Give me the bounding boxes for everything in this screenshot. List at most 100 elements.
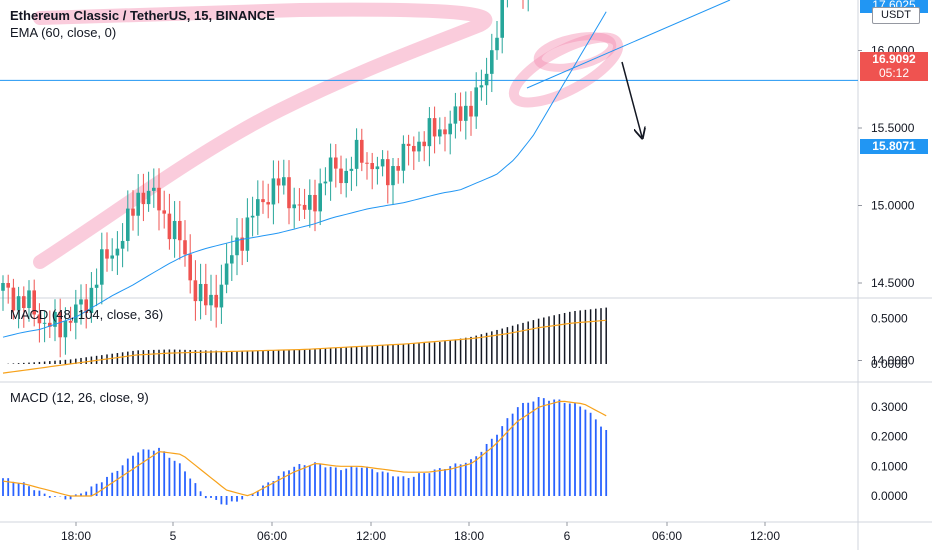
candle-body [271, 178, 276, 205]
candle-body [448, 123, 452, 135]
x-tick-label: 18:00 [61, 529, 91, 543]
candle-body [183, 240, 187, 255]
candle-body [302, 204, 307, 210]
candle-body [209, 294, 213, 306]
candle-body [11, 287, 16, 311]
currency-badge[interactable]: USDT [872, 7, 920, 24]
candle-body [370, 163, 374, 170]
candle-body [417, 141, 421, 152]
candle-body [100, 249, 104, 285]
candle-body [323, 181, 328, 184]
candle-body [219, 284, 224, 308]
price-tick-label: 14.5000 [871, 276, 915, 290]
candle-body [172, 220, 177, 240]
candle-body [58, 311, 62, 338]
candle-body [152, 187, 156, 191]
candle-body [235, 237, 239, 256]
candle-body [344, 170, 348, 184]
candle-body [146, 190, 151, 205]
price-pane [0, 0, 858, 358]
candle-body [105, 249, 109, 259]
candle-body [292, 204, 296, 209]
x-tick-label: 06:00 [257, 529, 287, 543]
candle-body [282, 177, 286, 186]
macd-slow-tick-label: 0.5000 [871, 312, 908, 326]
candle-body [63, 320, 68, 338]
candle-body [328, 157, 333, 182]
lower-level-tag: 15.8071 [860, 139, 928, 154]
candle-body [48, 322, 52, 327]
candle-body [193, 280, 198, 302]
macd-slow-label[interactable]: MACD (48, 104, close, 36) [10, 307, 164, 322]
candle-body [89, 287, 94, 314]
candle-body [443, 129, 447, 135]
macd-fast-tick-label: 0.1000 [871, 459, 908, 473]
pink-highlight-circle [508, 32, 624, 108]
candle-body [474, 87, 478, 117]
macd-fast-pane [2, 397, 608, 505]
candle-body [240, 237, 244, 251]
candle-body [37, 314, 42, 324]
macd-fast-tick-label: 0.2000 [871, 430, 908, 444]
candle-body [276, 178, 281, 186]
candle-body [214, 294, 218, 308]
candle-body [256, 199, 260, 216]
macd-fast-label[interactable]: MACD (12, 26, close, 9) [10, 390, 149, 405]
candle-body [42, 322, 47, 324]
drawing-tools [526, 0, 731, 137]
candle-body [386, 159, 390, 186]
candle-body [245, 217, 250, 251]
candle-body [224, 263, 229, 285]
candle-body [110, 255, 114, 259]
candle-body [266, 202, 270, 205]
candle-body [427, 118, 432, 147]
candle-body [484, 73, 489, 86]
candle-body [27, 290, 31, 309]
trend-line [526, 0, 731, 89]
drawing-highlights [33, 2, 624, 269]
candle-body [339, 168, 343, 184]
price-tick-label: 15.5000 [871, 121, 915, 135]
macd-slow-signal-line [2, 319, 607, 374]
candle-body [230, 255, 234, 264]
candle-body [74, 304, 78, 323]
candle-body [198, 283, 203, 302]
candle-body [188, 254, 192, 281]
candle-body [396, 166, 400, 171]
ema-indicator-label[interactable]: EMA (60, close, 0) [10, 25, 117, 40]
x-tick-label: 06:00 [652, 529, 682, 543]
candle-body [178, 220, 182, 241]
x-tick-label: 18:00 [454, 529, 484, 543]
candle-body [313, 194, 317, 212]
candle-body [157, 187, 161, 211]
candle-body [334, 157, 338, 169]
candle-body [287, 177, 291, 209]
candle-body [464, 105, 468, 121]
x-tick-label: 12:00 [356, 529, 386, 543]
x-tick-label: 5 [170, 529, 177, 543]
candle-body [162, 210, 166, 214]
candle-body [250, 215, 255, 218]
macd-fast-tick-label: 0.3000 [871, 400, 908, 414]
candle-body [79, 299, 83, 305]
candle-body [375, 166, 380, 170]
current-price-tag: 16.9092 [860, 52, 928, 67]
candle-body [500, 0, 504, 38]
candle-body [354, 139, 359, 169]
candle-body [131, 208, 135, 216]
candle-body [453, 106, 458, 124]
candle-body [432, 118, 437, 137]
candle-body [297, 204, 302, 206]
candle-body [53, 311, 57, 327]
chart-title: Ethereum Classic / TetherUS, 15, BINANCE [10, 8, 275, 23]
candle-body [126, 208, 130, 241]
candle-body [94, 284, 99, 288]
candle-body [360, 139, 364, 163]
candle-body [422, 141, 426, 147]
candle-body [495, 37, 499, 51]
candle-body [391, 166, 395, 186]
candle-body [469, 105, 473, 117]
x-tick-label: 6 [564, 529, 571, 543]
ema-line [2, 11, 607, 338]
